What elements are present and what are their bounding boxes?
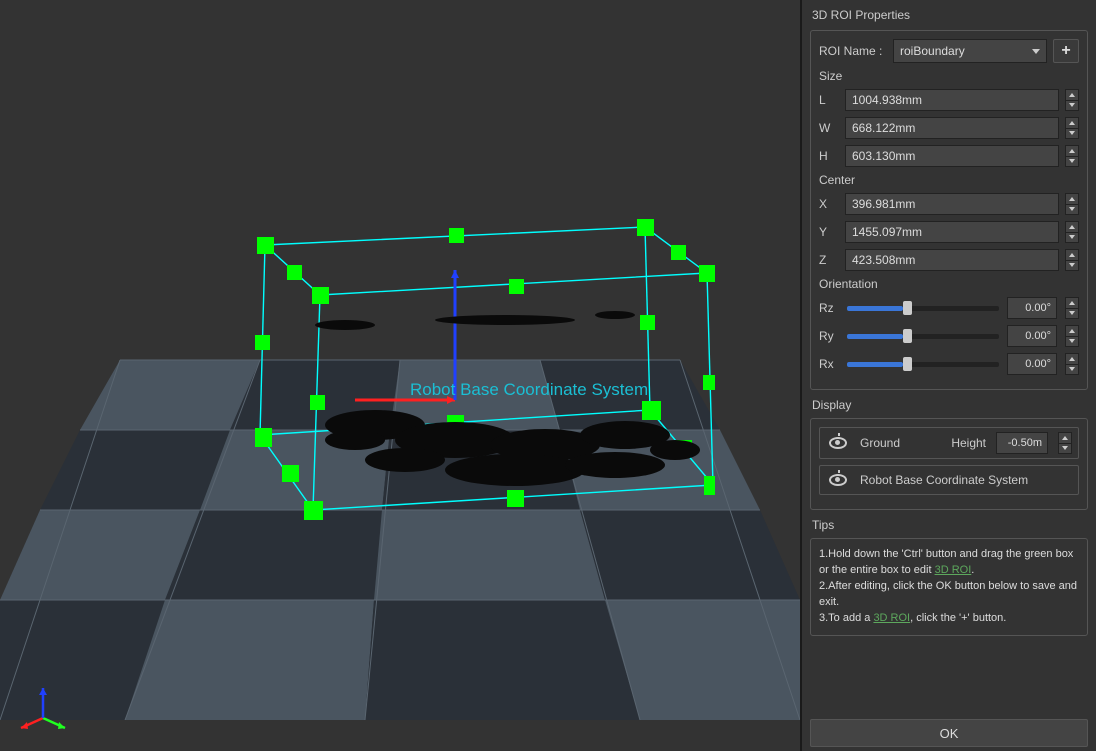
center-label: Center [819, 173, 1079, 187]
chevron-down-icon [1032, 49, 1040, 54]
ground-height-spinner[interactable] [1058, 432, 1072, 454]
center-x-input[interactable] [845, 193, 1059, 215]
ry-input[interactable] [1007, 325, 1057, 347]
size-l-spinner[interactable] [1065, 89, 1079, 111]
size-l-input[interactable] [845, 89, 1059, 111]
display-label: Display [810, 398, 1088, 412]
ry-spinner[interactable] [1065, 325, 1079, 347]
size-label: Size [819, 69, 1079, 83]
eye-icon [829, 474, 847, 486]
ry-slider[interactable] [847, 331, 999, 341]
roi-name-label: ROI Name : [819, 44, 887, 58]
tips-link-3droi-1[interactable]: 3D ROI [935, 564, 972, 576]
robot-base-label: Robot Base Coordinate System [860, 473, 1028, 487]
axis-widget [15, 676, 75, 736]
ground-visibility-toggle[interactable] [826, 433, 850, 453]
ground-height-input[interactable] [996, 432, 1048, 454]
size-w-spinner[interactable] [1065, 117, 1079, 139]
size-w-input[interactable] [845, 117, 1059, 139]
overlay-label: Robot Base Coordinate System [410, 380, 648, 399]
orientation-label: Orientation [819, 277, 1079, 291]
rz-spinner[interactable] [1065, 297, 1079, 319]
ok-button[interactable]: OK [810, 719, 1088, 747]
size-h-input[interactable] [845, 145, 1059, 167]
rx-slider[interactable] [847, 359, 999, 369]
tips-link-3droi-2[interactable]: 3D ROI [873, 612, 910, 624]
size-h-spinner[interactable] [1065, 145, 1079, 167]
rx-spinner[interactable] [1065, 353, 1079, 375]
add-roi-button[interactable]: + [1053, 39, 1079, 63]
tips-label: Tips [810, 518, 1088, 532]
rz-slider[interactable] [847, 303, 999, 313]
center-x-spinner[interactable] [1065, 193, 1079, 215]
tips-group: 1.Hold down the 'Ctrl' button and drag t… [810, 538, 1088, 636]
eye-icon [829, 437, 847, 449]
properties-panel: 3D ROI Properties ROI Name : roiBoundary… [800, 0, 1096, 751]
display-group: Ground Height Robot Base Coordinate Syst… [810, 418, 1088, 510]
panel-title: 3D ROI Properties [810, 4, 1088, 30]
center-y-spinner[interactable] [1065, 221, 1079, 243]
rx-input[interactable] [1007, 353, 1057, 375]
roi-box[interactable]: Robot Base Coordinate System [255, 215, 715, 525]
rz-input[interactable] [1007, 297, 1057, 319]
center-y-input[interactable] [845, 221, 1059, 243]
center-z-spinner[interactable] [1065, 249, 1079, 271]
height-label: Height [951, 436, 986, 450]
roi-name-select[interactable]: roiBoundary [893, 39, 1047, 63]
robot-base-visibility-toggle[interactable] [826, 470, 850, 490]
viewport-3d[interactable]: Robot Base Coordinate System [0, 0, 800, 751]
ground-label: Ground [860, 436, 900, 450]
center-z-input[interactable] [845, 249, 1059, 271]
roi-name-group: ROI Name : roiBoundary + Size L W H Cent… [810, 30, 1088, 390]
